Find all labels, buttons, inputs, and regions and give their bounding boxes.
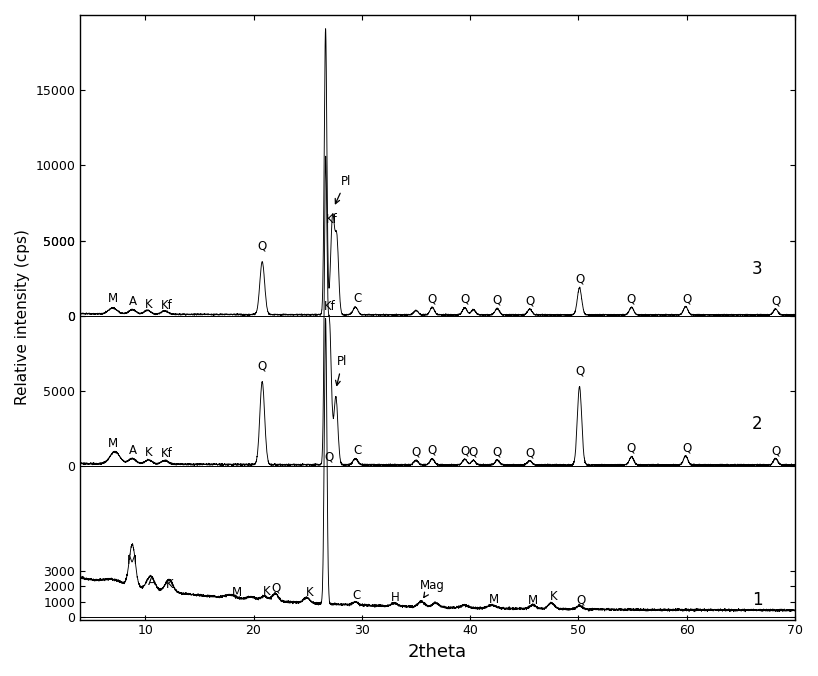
Text: Pl: Pl [335, 175, 351, 203]
Text: M: M [128, 554, 137, 567]
Text: Q: Q [411, 445, 420, 458]
Text: Q: Q [525, 446, 534, 460]
Text: Q: Q [428, 444, 437, 457]
Text: A: A [129, 444, 137, 457]
Text: C: C [353, 291, 362, 304]
Text: Q: Q [682, 292, 691, 306]
Text: M: M [232, 586, 242, 600]
Text: Q: Q [627, 293, 636, 306]
Text: Q: Q [325, 450, 334, 463]
Text: M: M [108, 437, 118, 450]
Text: Q: Q [627, 442, 636, 455]
Text: K: K [306, 585, 313, 598]
Text: Mag: Mag [420, 579, 445, 598]
X-axis label: 2theta: 2theta [408, 643, 467, 661]
Text: Q: Q [492, 445, 501, 458]
Text: Kf: Kf [326, 212, 337, 226]
Text: K: K [550, 589, 557, 603]
Text: Q: Q [469, 446, 478, 459]
Text: Kf: Kf [161, 299, 173, 312]
Text: Kf: Kf [323, 299, 335, 313]
Text: Q: Q [576, 593, 585, 606]
Text: Kf: Kf [161, 448, 173, 460]
Text: Q: Q [428, 292, 437, 306]
Text: 2: 2 [752, 415, 762, 433]
Text: Q: Q [460, 445, 470, 458]
Text: Pl: Pl [335, 356, 348, 385]
Text: Q: Q [575, 272, 584, 286]
Text: K: K [166, 578, 174, 591]
Text: Q: Q [682, 441, 691, 454]
Text: Q: Q [258, 360, 267, 373]
Text: H: H [391, 591, 400, 604]
Text: 3: 3 [752, 260, 762, 279]
Text: M: M [528, 594, 538, 607]
Text: Q: Q [492, 293, 501, 306]
Text: K: K [263, 585, 271, 598]
Text: C: C [353, 444, 362, 457]
Text: C: C [353, 589, 361, 602]
Text: Q: Q [575, 364, 584, 377]
Text: M: M [489, 594, 499, 606]
Text: A: A [148, 575, 155, 588]
Text: Q: Q [460, 292, 470, 306]
Text: Q: Q [771, 295, 780, 308]
Text: Q: Q [272, 582, 281, 595]
Text: Q: Q [258, 239, 267, 253]
Text: 1: 1 [752, 591, 762, 609]
Text: K: K [145, 297, 152, 310]
Text: M: M [108, 292, 118, 306]
Text: Q: Q [525, 295, 534, 308]
Y-axis label: Relative intensity (cps): Relative intensity (cps) [15, 229, 30, 405]
Text: Q: Q [771, 445, 780, 458]
Text: A: A [129, 295, 137, 308]
Text: K: K [145, 446, 152, 459]
